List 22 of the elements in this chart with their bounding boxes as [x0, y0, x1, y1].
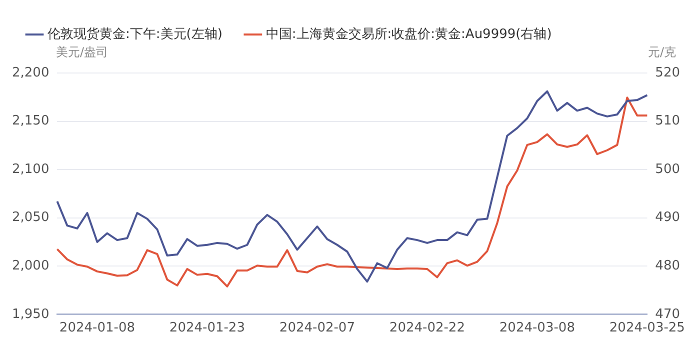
y-tick-label: 2,150: [12, 114, 50, 129]
y-tick-label: 2,000: [12, 258, 50, 274]
x-tick-label: 2024-02-22: [389, 320, 465, 336]
y2-tick-label: 480: [655, 258, 680, 274]
x-tick-label: 2024-03-25: [609, 320, 685, 336]
y-tick-label: 2,050: [12, 210, 50, 226]
x-tick-label: 2024-02-07: [279, 320, 355, 336]
x-tick-label: 2024-01-23: [169, 320, 245, 336]
y-tick-label: 2,100: [12, 162, 50, 177]
y2-tick-label: 520: [655, 65, 680, 80]
y-tick-label: 2,200: [12, 65, 50, 80]
x-tick-label: 2024-03-08: [499, 320, 575, 336]
legend-label: 伦敦现货黄金:下午:美元(左轴): [48, 26, 222, 42]
y2-tick-label: 490: [655, 210, 680, 226]
y2-tick-label: 470: [655, 306, 680, 322]
x-tick-label: 2024-01-08: [59, 320, 135, 336]
legend-label: 中国:上海黄金交易所:收盘价:黄金:Au9999(右轴): [266, 26, 552, 42]
y-axis-title: 美元/盎司: [56, 45, 108, 60]
y2-axis-title: 元/克: [648, 45, 676, 60]
y2-tick-label: 500: [655, 162, 680, 177]
y2-tick-label: 510: [655, 114, 680, 129]
y-tick-label: 1,950: [12, 306, 50, 322]
